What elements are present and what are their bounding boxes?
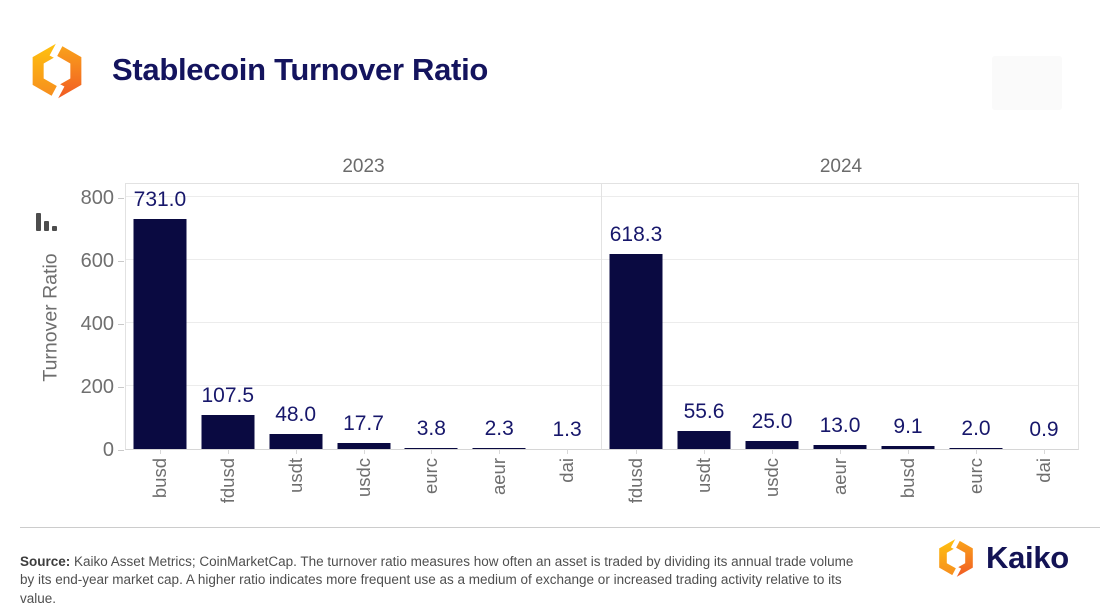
x-tick-label: fdusd xyxy=(625,458,647,503)
page-title: Stablecoin Turnover Ratio xyxy=(112,52,488,88)
x-tick-mark xyxy=(840,449,841,454)
x-tick-mark xyxy=(160,449,161,454)
x-tick-mark xyxy=(908,449,909,454)
y-tick-label: 800 xyxy=(40,188,114,208)
bar-value-label: 1.3 xyxy=(552,418,581,442)
x-tick-label: eurc xyxy=(965,458,987,494)
x-tick-label: usdt xyxy=(285,458,307,493)
y-tick-mark xyxy=(118,450,124,451)
bar-value-label: 3.8 xyxy=(417,417,446,441)
bar-usdc xyxy=(746,441,799,449)
x-tick-mark xyxy=(567,449,568,454)
x-tick-label: busd xyxy=(897,458,919,498)
facet-label-2023: 2023 xyxy=(125,155,602,179)
bar-value-label: 618.3 xyxy=(610,223,663,247)
x-tick-label: usdc xyxy=(761,458,783,497)
bar-usdt xyxy=(269,434,322,449)
x-tick-mark xyxy=(976,449,977,454)
bar-value-label: 9.1 xyxy=(893,415,922,439)
x-tick-mark xyxy=(1044,449,1045,454)
x-tick-label: usdt xyxy=(693,458,715,493)
x-tick-label: busd xyxy=(149,458,171,498)
kaiko-logo-icon xyxy=(936,538,976,578)
bar-value-label: 107.5 xyxy=(202,384,255,408)
kaiko-wordmark: Kaiko xyxy=(986,540,1069,576)
y-tick-label: 0 xyxy=(40,440,114,460)
kaiko-logo-icon xyxy=(28,42,86,100)
source-label: Source: xyxy=(20,554,70,569)
facet-label-2024: 2024 xyxy=(602,155,1080,179)
x-tick-label: dai xyxy=(556,458,578,483)
watermark-box xyxy=(992,56,1062,110)
x-tick-mark xyxy=(704,449,705,454)
bar-fdusd xyxy=(201,415,254,449)
y-tick-label: 600 xyxy=(40,251,114,271)
x-tick-mark xyxy=(364,449,365,454)
x-tick-label: fdusd xyxy=(217,458,239,503)
x-tick-label: usdc xyxy=(353,458,375,497)
y-tick-mark xyxy=(118,198,124,199)
footer-divider xyxy=(20,527,1100,528)
bar-value-label: 25.0 xyxy=(752,410,793,434)
x-tick-label: aeur xyxy=(829,458,851,495)
bar-busd xyxy=(133,219,186,449)
x-tick-label: eurc xyxy=(420,458,442,494)
y-tick-label: 200 xyxy=(40,377,114,397)
y-tick-mark xyxy=(118,324,124,325)
bar-value-label: 731.0 xyxy=(134,188,187,212)
y-tick-mark xyxy=(118,387,124,388)
x-tick-mark xyxy=(228,449,229,454)
y-tick-mark xyxy=(118,261,124,262)
x-tick-mark xyxy=(431,449,432,454)
bar-fdusd xyxy=(610,254,663,449)
x-tick-mark xyxy=(636,449,637,454)
bar-value-label: 2.3 xyxy=(485,417,514,441)
bar-value-label: 48.0 xyxy=(275,403,316,427)
y-tick-label: 400 xyxy=(40,314,114,334)
bar-value-label: 0.9 xyxy=(1029,418,1058,442)
x-tick-mark xyxy=(772,449,773,454)
x-tick-label: dai xyxy=(1033,458,1055,483)
bar-value-label: 17.7 xyxy=(343,412,384,436)
bar-value-label: 2.0 xyxy=(961,417,990,441)
x-tick-label: aeur xyxy=(488,458,510,495)
source-text: Kaiko Asset Metrics; CoinMarketCap. The … xyxy=(20,554,853,606)
bar-value-label: 55.6 xyxy=(684,400,725,424)
x-tick-mark xyxy=(296,449,297,454)
source-note: Source: Kaiko Asset Metrics; CoinMarketC… xyxy=(20,553,855,608)
bar-usdt xyxy=(678,431,731,449)
bar-value-label: 13.0 xyxy=(820,414,861,438)
x-tick-mark xyxy=(499,449,500,454)
